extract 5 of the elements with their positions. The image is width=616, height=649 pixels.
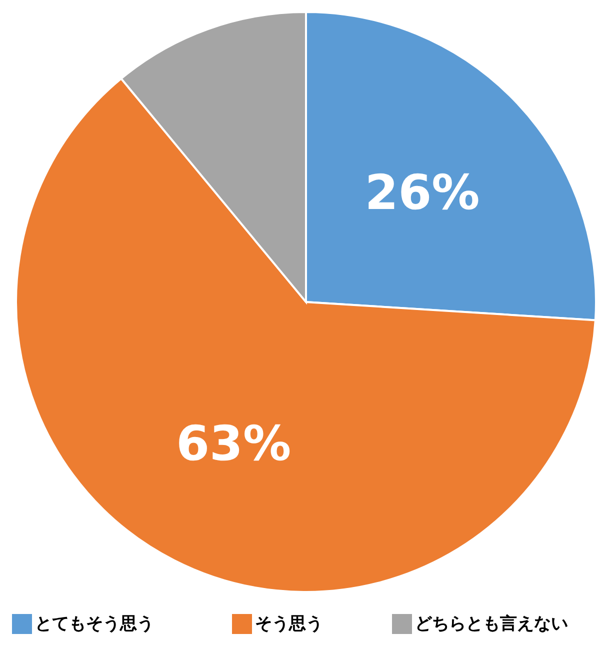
data-label: 63% xyxy=(176,416,292,472)
legend-label: とてもそう思う xyxy=(35,614,154,634)
legend-label: どちらとも言えない xyxy=(415,614,568,634)
slice-label: そう思う xyxy=(255,614,323,634)
data-label: 26% xyxy=(364,164,480,221)
